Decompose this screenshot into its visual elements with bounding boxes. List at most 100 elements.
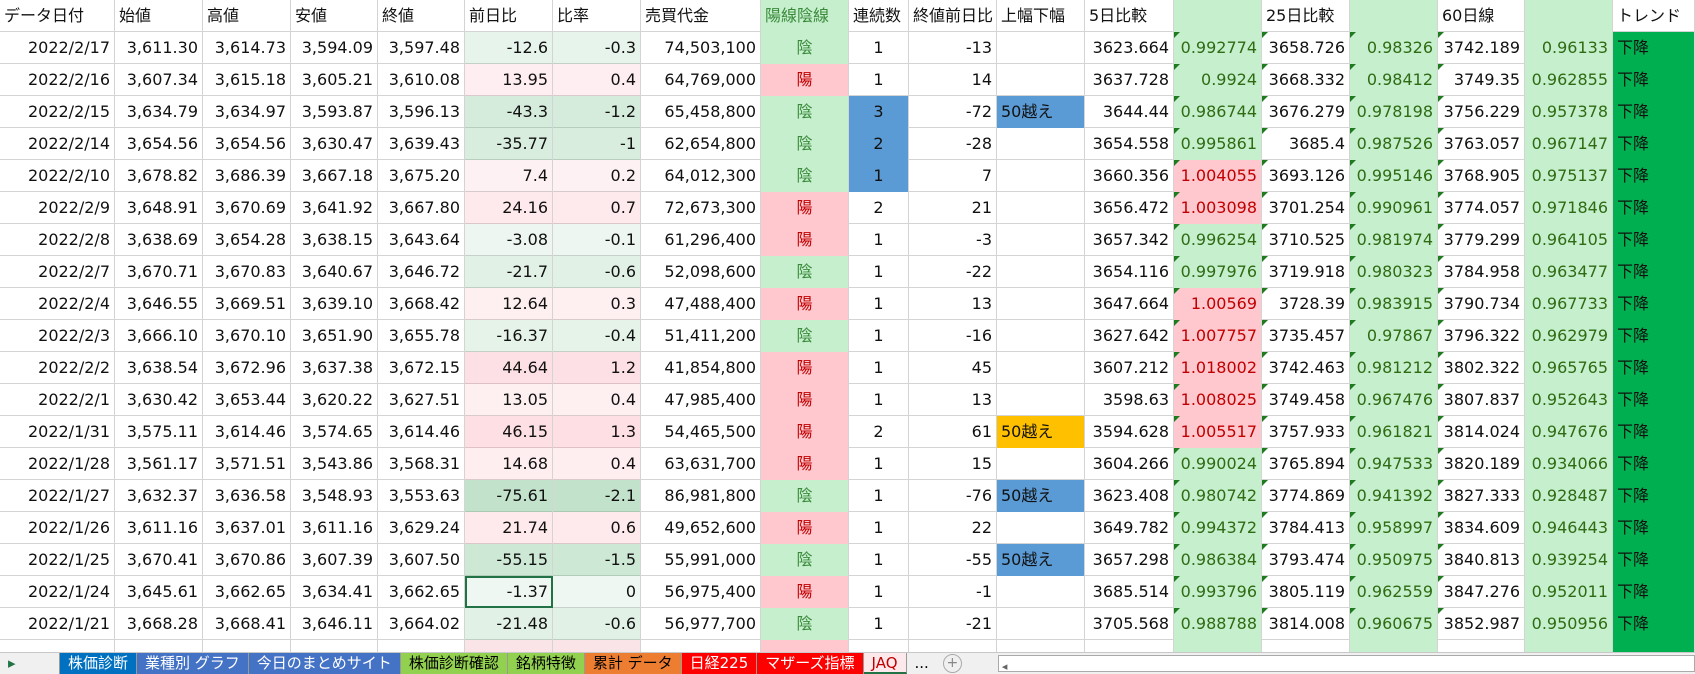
cell-trend[interactable]: 下降	[1613, 448, 1695, 480]
cell-low[interactable]: 3,638.15	[291, 224, 378, 256]
column-header-open[interactable]: 始値	[115, 0, 203, 32]
cell-date[interactable]: 2022/2/1	[0, 384, 115, 416]
cell-trend[interactable]: 下降	[1613, 512, 1695, 544]
cell-close-change[interactable]: 14	[909, 64, 997, 96]
cell-ma25[interactable]: 3793.474	[1262, 544, 1350, 576]
cell-date[interactable]: 2022/1/28	[0, 448, 115, 480]
cell-ma5-ratio[interactable]: 0.980742	[1174, 480, 1262, 512]
cell-close-change[interactable]: -72	[909, 96, 997, 128]
cell-ratio[interactable]: 0.4	[553, 448, 641, 480]
cell-ma5-ratio[interactable]: 0.994372	[1174, 512, 1262, 544]
cell-streak[interactable]: 1	[849, 608, 909, 640]
cell-ma5[interactable]: 3660.356	[1085, 160, 1174, 192]
cell-candle[interactable]: 陰	[761, 160, 849, 192]
cell-candle[interactable]: 陰	[761, 544, 849, 576]
cell-ma60-ratio[interactable]: 0.965765	[1525, 352, 1613, 384]
cell-ma25[interactable]	[1262, 640, 1350, 652]
cell-low[interactable]: 3,593.87	[291, 96, 378, 128]
cell-ma60[interactable]: 3827.333	[1438, 480, 1525, 512]
cell-ma5-ratio[interactable]: 0.995861	[1174, 128, 1262, 160]
cell-change[interactable]: 13.95	[465, 64, 553, 96]
cell-high[interactable]: 3,662.65	[203, 576, 291, 608]
cell-ma5-ratio[interactable]: 0.986744	[1174, 96, 1262, 128]
cell-close-change[interactable]: -22	[909, 256, 997, 288]
cell-date[interactable]: 2022/1/26	[0, 512, 115, 544]
cell-candle[interactable]	[761, 640, 849, 652]
cell-date[interactable]: 2022/1/25	[0, 544, 115, 576]
cell-range[interactable]	[997, 608, 1085, 640]
cell-range[interactable]	[997, 320, 1085, 352]
cell-close-change[interactable]: 45	[909, 352, 997, 384]
cell-open[interactable]: 3,638.69	[115, 224, 203, 256]
cell-high[interactable]: 3,669.51	[203, 288, 291, 320]
cell-open[interactable]: 3,668.28	[115, 608, 203, 640]
cell-close-change[interactable]: 15	[909, 448, 997, 480]
cell-streak[interactable]: 2	[849, 128, 909, 160]
cell-candle[interactable]: 陽	[761, 64, 849, 96]
cell-turnover[interactable]: 41,854,800	[641, 352, 761, 384]
cell-close[interactable]: 3,655.78	[378, 320, 465, 352]
column-header-ma25-ratio[interactable]	[1350, 0, 1438, 32]
cell-range[interactable]: 50越え	[997, 96, 1085, 128]
cell-ma60-ratio[interactable]: 0.950956	[1525, 608, 1613, 640]
cell-trend[interactable]: 下降	[1613, 32, 1695, 64]
cell-trend[interactable]	[1613, 640, 1695, 652]
cell-ratio[interactable]: 0.4	[553, 64, 641, 96]
cell-ratio[interactable]: -2.1	[553, 480, 641, 512]
cell-ma60-ratio[interactable]: 0.96133	[1525, 32, 1613, 64]
column-header-ma5[interactable]: 5日比較	[1085, 0, 1174, 32]
cell-date[interactable]: 2022/2/2	[0, 352, 115, 384]
cell-high[interactable]: 3,615.18	[203, 64, 291, 96]
cell-low[interactable]: 3,637.38	[291, 352, 378, 384]
cell-streak[interactable]: 1	[849, 512, 909, 544]
column-header-low[interactable]: 安値	[291, 0, 378, 32]
cell-high[interactable]: 3,670.10	[203, 320, 291, 352]
cell-streak[interactable]: 1	[849, 160, 909, 192]
cell-ma60-ratio[interactable]: 0.962855	[1525, 64, 1613, 96]
cell-candle[interactable]: 陰	[761, 256, 849, 288]
cell-ma5[interactable]: 3623.664	[1085, 32, 1174, 64]
column-header-change[interactable]: 前日比	[465, 0, 553, 32]
cell-ma5[interactable]: 3685.514	[1085, 576, 1174, 608]
cell-ratio[interactable]: 0.4	[553, 384, 641, 416]
cell-close-change[interactable]: -55	[909, 544, 997, 576]
column-header-trend[interactable]: トレンド	[1613, 0, 1695, 32]
cell-trend[interactable]: 下降	[1613, 320, 1695, 352]
cell-close[interactable]: 3,646.72	[378, 256, 465, 288]
cell-ma25-ratio[interactable]: 0.981974	[1350, 224, 1438, 256]
cell-ma25-ratio[interactable]: 0.995146	[1350, 160, 1438, 192]
cell-streak[interactable]: 1	[849, 256, 909, 288]
cell-ma25[interactable]: 3676.279	[1262, 96, 1350, 128]
cell-ma5-ratio[interactable]: 0.988788	[1174, 608, 1262, 640]
cell-streak[interactable]: 1	[849, 64, 909, 96]
cell-ma5[interactable]: 3649.782	[1085, 512, 1174, 544]
cell-high[interactable]: 3,670.69	[203, 192, 291, 224]
cell-change[interactable]: 46.15	[465, 416, 553, 448]
cell-change[interactable]: 7.4	[465, 160, 553, 192]
cell-ma5[interactable]: 3627.642	[1085, 320, 1174, 352]
cell-close-change[interactable]: 13	[909, 288, 997, 320]
cell-change[interactable]: 44.64	[465, 352, 553, 384]
cell-change[interactable]	[465, 640, 553, 652]
cell-low[interactable]: 3,651.90	[291, 320, 378, 352]
cell-turnover[interactable]: 64,769,000	[641, 64, 761, 96]
cell-turnover[interactable]: 47,985,400	[641, 384, 761, 416]
cell-turnover[interactable]: 55,991,000	[641, 544, 761, 576]
cell-close[interactable]: 3,664.02	[378, 608, 465, 640]
cell-open[interactable]: 3,634.79	[115, 96, 203, 128]
cell-ma5-ratio[interactable]: 1.00569	[1174, 288, 1262, 320]
cell-ma25-ratio[interactable]: 0.990961	[1350, 192, 1438, 224]
cell-trend[interactable]: 下降	[1613, 128, 1695, 160]
cell-change[interactable]: -55.15	[465, 544, 553, 576]
cell-ma5[interactable]: 3654.116	[1085, 256, 1174, 288]
column-header-ma60-ratio[interactable]	[1525, 0, 1613, 32]
cell-ma5-ratio[interactable]: 0.993796	[1174, 576, 1262, 608]
cell-ratio[interactable]: -1	[553, 128, 641, 160]
cell-high[interactable]: 3,636.58	[203, 480, 291, 512]
cell-date[interactable]: 2022/1/21	[0, 608, 115, 640]
cell-change[interactable]: -21.48	[465, 608, 553, 640]
cell-range[interactable]: 50越え	[997, 480, 1085, 512]
cell-trend[interactable]: 下降	[1613, 576, 1695, 608]
cell-trend[interactable]: 下降	[1613, 480, 1695, 512]
sheet-tab[interactable]: 日経225	[681, 653, 758, 674]
